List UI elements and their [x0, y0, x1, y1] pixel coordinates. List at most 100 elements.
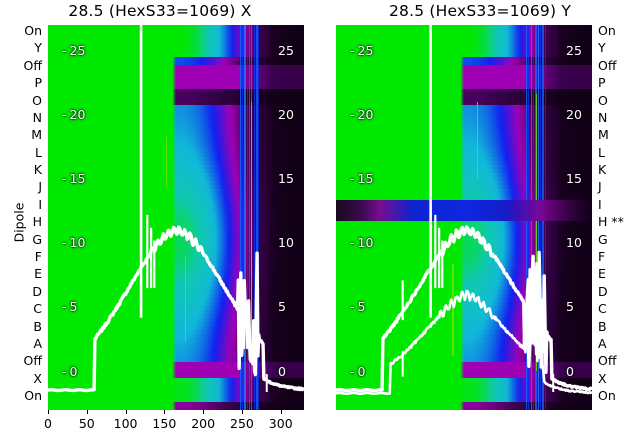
- heatmap-row: [48, 365, 304, 371]
- category-label: Y: [34, 40, 42, 56]
- heatmap-row: [336, 401, 592, 407]
- heatmap-row: [48, 149, 304, 155]
- heatmap-row: [48, 37, 304, 42]
- category-label: O: [598, 92, 608, 108]
- heatmap-row: [336, 257, 592, 263]
- heatmap-row: [336, 197, 592, 203]
- heatmap-row: [336, 341, 592, 347]
- heatmap-row: [336, 169, 592, 175]
- inner-ytick-label: 20: [566, 106, 582, 122]
- heatmap-row: [336, 261, 592, 267]
- heatmap-row: [336, 345, 592, 351]
- category-label: D: [598, 283, 608, 299]
- heatmap-row: [336, 249, 592, 255]
- heatmap-row: [48, 405, 304, 410]
- category-label: E: [598, 266, 606, 282]
- heatmap-row: [48, 45, 304, 50]
- category-label: L: [598, 144, 605, 160]
- heatmap-row: [48, 257, 304, 263]
- heatmap-row: [336, 105, 592, 110]
- heatmap-row: [48, 25, 304, 30]
- heatmap-row: [48, 233, 304, 239]
- heatmap-row: [336, 157, 592, 163]
- category-label: On: [598, 23, 616, 38]
- category-label: B: [598, 318, 607, 334]
- inner-ytick-label: -5: [350, 299, 366, 315]
- heatmap-row: [48, 241, 304, 247]
- category-axis-right: On Y Off P O N M L K J I H ** G F E D C B A Off X On: [594, 23, 640, 410]
- category-label: G: [598, 231, 608, 247]
- heatmap-row: [336, 353, 592, 359]
- heatmap-row: [336, 305, 592, 311]
- heatmap-row: [48, 389, 304, 395]
- heatmap-row: [48, 193, 304, 199]
- heatmap-row: [336, 121, 592, 127]
- heatmap-row: [336, 185, 592, 191]
- x-tick-label: 300: [268, 416, 293, 431]
- category-label: G: [32, 231, 42, 247]
- category-label: N: [598, 109, 608, 125]
- heatmap-row: [48, 77, 304, 82]
- category-label: Y: [598, 40, 606, 56]
- heatmap-row: [48, 69, 304, 74]
- panel-right: 28.5 (HexS33=1069) Y -0 -5 -10 -15 -20 -25 0 5…: [320, 0, 640, 440]
- heatmap-row: [48, 129, 304, 135]
- inner-ytick-label: -25: [62, 42, 86, 58]
- heatmap-row: [336, 377, 592, 383]
- heatmap-row: [48, 333, 304, 339]
- x-tick-mark: [125, 410, 127, 414]
- inner-ytick-label: 25: [278, 42, 294, 58]
- heatmap-stripe: [165, 136, 168, 187]
- x-tick-label: 150: [152, 416, 177, 431]
- heatmap-axes-right[interactable]: -0 -5 -10 -15 -20 -25 0 5 10 15 20 25: [336, 25, 592, 410]
- inner-ytick-label: 5: [278, 299, 286, 315]
- heatmap-stripe: [244, 25, 246, 410]
- heatmap-row: [336, 125, 592, 131]
- heatmap-row: [336, 49, 592, 54]
- heatmap-axes-left[interactable]: -0 -5 -10 -15 -20 -25 0 5 10 15 20 25: [48, 25, 304, 410]
- category-label: A: [598, 335, 607, 351]
- inner-ytick-label: 10: [278, 235, 294, 251]
- heatmap-row: [336, 361, 592, 367]
- category-label: P: [598, 75, 606, 91]
- heatmap-row: [336, 289, 592, 295]
- heatmap-row: [336, 269, 592, 275]
- heatmap-row: [336, 357, 592, 363]
- category-label: D: [32, 283, 42, 299]
- heatmap-row: [48, 245, 304, 251]
- heatmap-row: [336, 373, 592, 379]
- category-label: X: [33, 370, 42, 386]
- x-tick-mark: [164, 410, 166, 414]
- category-label: A: [33, 335, 42, 351]
- category-label: I: [38, 196, 42, 212]
- heatmap-row: [48, 209, 304, 215]
- x-tick-mark: [48, 410, 49, 414]
- category-label: M: [31, 127, 42, 143]
- category-label: L: [35, 144, 42, 160]
- heatmap-row: [336, 237, 592, 243]
- heatmap-row: [336, 69, 592, 74]
- heatmap-bands-left: [48, 25, 304, 410]
- category-label: M: [598, 127, 609, 143]
- heatmap-row: [336, 93, 592, 98]
- heatmap-row: [48, 73, 304, 78]
- heatmap-row: [336, 25, 592, 30]
- heatmap-row: [336, 141, 592, 147]
- heatmap-stripe: [251, 102, 253, 364]
- panel-left: 28.5 (HexS33=1069) X Dipole On Y Off P O N M L K…: [12, 2, 304, 431]
- heatmap-row: [336, 65, 592, 70]
- inner-ytick-label: 0: [566, 363, 574, 379]
- x-tick-mark: [241, 410, 243, 414]
- heatmap-row: [336, 189, 592, 195]
- heatmap-stripe: [477, 102, 479, 179]
- heatmap-row: [336, 97, 592, 102]
- heatmap-row: [48, 185, 304, 191]
- heatmap-row: [336, 81, 592, 86]
- heatmap-stripe: [255, 25, 258, 410]
- heatmap-row: [336, 369, 592, 375]
- heatmap-row: [336, 113, 592, 119]
- heatmap-row: [336, 173, 592, 179]
- inner-ytick-label: 0: [278, 363, 286, 379]
- heatmap-row: [336, 277, 592, 283]
